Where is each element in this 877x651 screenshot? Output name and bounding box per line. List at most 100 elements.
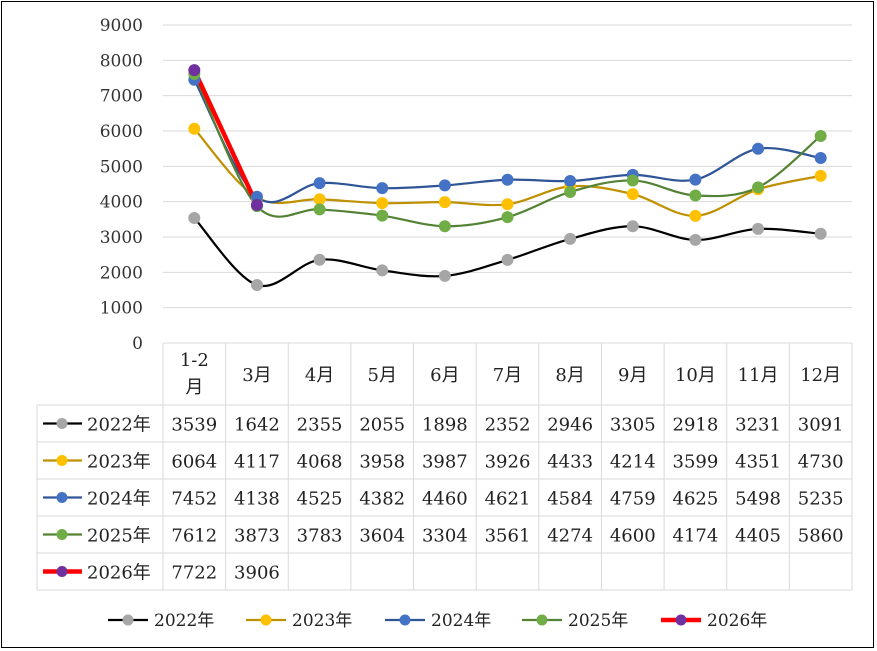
data-point: [313, 193, 326, 206]
legend-label: 2022年: [154, 611, 214, 631]
data-point: [501, 211, 514, 224]
table-cell: 2055: [359, 415, 405, 436]
y-tick-label: 2000: [100, 263, 143, 283]
x-tick-label: 7月: [493, 365, 522, 386]
y-tick-label: 8000: [100, 51, 143, 71]
data-point: [376, 197, 389, 210]
x-tick-label-line: 1-2: [180, 350, 209, 371]
data-point: [689, 173, 702, 186]
y-tick-label: 9000: [100, 16, 143, 36]
legend-label: 2026年: [707, 611, 767, 631]
data-point: [689, 209, 702, 222]
table-cell: 3783: [297, 526, 343, 547]
legend-key-marker: [56, 418, 68, 429]
table-cell: 4433: [547, 452, 593, 473]
table-cell: 1642: [234, 415, 280, 436]
table-cell: 4138: [234, 489, 280, 510]
table-cell: 4214: [610, 452, 656, 473]
table-cell: 2352: [485, 415, 531, 436]
data-point: [250, 198, 263, 211]
x-tick-label: 12月: [800, 365, 841, 386]
data-point: [814, 169, 827, 182]
table-cell: 3873: [234, 526, 280, 547]
table-cell: 3906: [234, 563, 280, 584]
legend-marker: [675, 614, 687, 626]
data-point: [564, 185, 577, 198]
legend-label: 2023年: [292, 611, 352, 631]
data-point: [814, 152, 827, 165]
table-cell: 4274: [547, 526, 593, 547]
table-cell: 1898: [422, 415, 468, 436]
table-cell: 3091: [798, 415, 844, 436]
data-point: [438, 269, 451, 282]
table-cell: 3231: [735, 415, 781, 436]
legend-label: 2025年: [568, 611, 628, 631]
table-cell: 4600: [610, 526, 656, 547]
data-point: [564, 175, 577, 188]
y-tick-label: 7000: [100, 87, 143, 107]
table-cell: 4584: [547, 489, 593, 510]
data-point: [752, 142, 765, 155]
data-point: [752, 181, 765, 194]
data-point: [376, 182, 389, 195]
data-point: [814, 129, 827, 142]
y-tick-label: 3000: [100, 228, 143, 248]
data-point: [313, 177, 326, 190]
data-point: [689, 189, 702, 202]
table-cell: 4405: [735, 526, 781, 547]
legend-key-marker: [56, 492, 68, 503]
table-cell: 3539: [171, 415, 217, 436]
table-cell: 4117: [234, 452, 280, 473]
legend-marker: [122, 614, 134, 626]
table-cell: 3958: [359, 452, 405, 473]
table-cell: 3305: [610, 415, 656, 436]
table-cell: 4068: [297, 452, 343, 473]
legend-marker: [536, 614, 548, 626]
y-tick-label: 5000: [100, 157, 143, 177]
table-row-label: 2026年: [87, 563, 151, 584]
data-point: [626, 174, 639, 187]
table-cell: 4351: [735, 452, 781, 473]
table-cell: 3599: [673, 452, 719, 473]
data-point: [501, 253, 514, 266]
table-cell: 7452: [171, 489, 217, 510]
legend-marker: [260, 614, 272, 626]
table-cell: 2355: [297, 415, 343, 436]
table-cell: 3926: [485, 452, 531, 473]
table-cell: 5498: [735, 489, 781, 510]
x-tick-label: 4月: [305, 365, 334, 386]
table-cell: 3561: [485, 526, 531, 547]
data-point: [250, 278, 263, 291]
x-tick-label: 6月: [430, 365, 459, 386]
data-point: [438, 220, 451, 233]
data-point: [313, 203, 326, 216]
legend-key-marker: [56, 529, 68, 540]
data-point: [564, 232, 577, 245]
x-tick-label: 10月: [675, 365, 716, 386]
series-line: [193, 217, 821, 288]
table-cell: 5235: [798, 489, 844, 510]
data-point: [752, 222, 765, 235]
data-point: [438, 179, 451, 192]
table-cell: 4621: [485, 489, 531, 510]
data-point: [501, 198, 514, 211]
legend-marker: [399, 614, 411, 626]
table-cell: 2918: [673, 415, 719, 436]
data-point: [188, 211, 201, 224]
data-point: [188, 64, 201, 77]
data-point: [501, 173, 514, 186]
y-tick-label: 1000: [100, 299, 143, 319]
data-point: [689, 233, 702, 246]
table-row-label: 2023年: [87, 452, 151, 473]
table-cell: 4730: [798, 452, 844, 473]
data-point: [626, 220, 639, 233]
table-row-label: 2025年: [87, 526, 151, 547]
data-point: [438, 196, 451, 209]
table-cell: 4382: [359, 489, 405, 510]
legend-label: 2024年: [431, 611, 491, 631]
legend-key-marker: [56, 566, 68, 577]
data-point: [376, 264, 389, 277]
table-cell: 3987: [422, 452, 468, 473]
